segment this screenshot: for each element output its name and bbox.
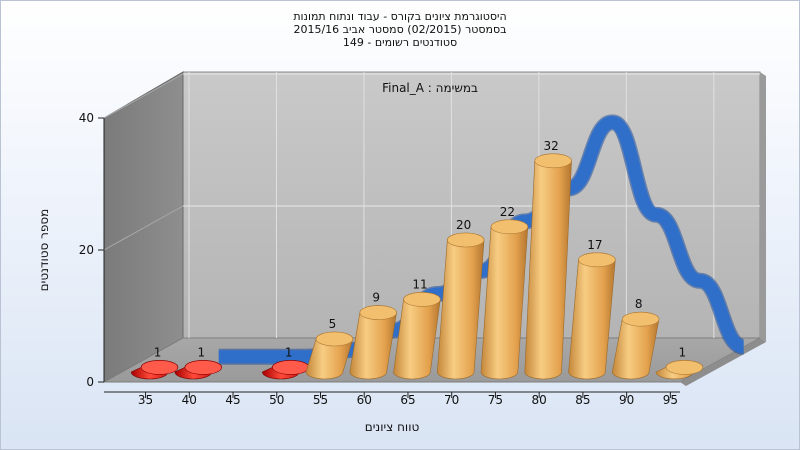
- left-wall: [103, 71, 184, 383]
- x-tick-label: 80: [532, 393, 547, 407]
- x-tick-label: 45: [225, 393, 240, 407]
- data-label-65: 11: [412, 277, 427, 291]
- data-label-60: 9: [372, 291, 380, 305]
- chart-subtitle: בסמסטר (02/2015) סמסטר אביב 2015/16: [293, 23, 507, 36]
- y-tick-label: 0: [86, 375, 94, 389]
- x-tick-label: 90: [619, 393, 634, 407]
- annotation-label: במשימה : Final_A: [382, 81, 478, 95]
- x-tick-label: 60: [357, 393, 372, 407]
- gridline-side: [103, 73, 184, 119]
- data-label-90: 8: [635, 297, 643, 311]
- bar-cap-70: [447, 232, 485, 248]
- y-tick-label: 20: [79, 243, 94, 257]
- chart-titles: היסטוגרמת ציונים בקורס - עבוד ונתוח תמונ…: [0, 10, 800, 49]
- bar-cap-40: [184, 360, 222, 375]
- data-label-80: 32: [544, 139, 559, 153]
- bar-cap-55: [315, 331, 354, 347]
- x-tick-label: 55: [313, 393, 328, 407]
- data-label-50: 1: [285, 345, 293, 359]
- x-tick-label: 95: [663, 393, 678, 407]
- data-label-55: 5: [329, 317, 337, 331]
- bar-cap-75: [490, 219, 529, 235]
- data-label-95: 1: [679, 345, 687, 359]
- bar-cap-85: [578, 252, 616, 268]
- data-label-40: 1: [197, 345, 205, 359]
- floor-edge: [680, 338, 766, 386]
- right-edge: [760, 72, 766, 342]
- data-label-75: 22: [500, 205, 515, 219]
- chart-subtitle-2: סטודנטים רשומים - 149: [342, 36, 458, 49]
- data-label-35: 1: [154, 345, 162, 359]
- x-tick-label: 85: [575, 393, 590, 407]
- bar-cap-50: [272, 360, 310, 375]
- data-label-85: 17: [587, 238, 602, 252]
- bar-cap-65: [403, 292, 441, 307]
- bar-cap-95: [665, 360, 704, 375]
- bar-cap-90: [621, 311, 660, 327]
- x-tick-label: 65: [400, 393, 415, 407]
- bar-cap-80: [534, 153, 572, 169]
- bar-cap-60: [359, 305, 397, 320]
- y-axis-title: מספר סטודנטים: [37, 209, 51, 292]
- x-tick-label: 70: [444, 393, 459, 407]
- x-tick-label: 50: [269, 393, 284, 407]
- y-tick-label: 40: [79, 111, 94, 125]
- chart-title: היסטוגרמת ציונים בקורס - עבוד ונתוח תמונ…: [293, 10, 507, 23]
- x-tick-label: 75: [488, 393, 503, 407]
- data-label-70: 20: [456, 218, 471, 232]
- x-tick-label: 35: [138, 393, 153, 407]
- x-tick-label: 40: [182, 393, 197, 407]
- x-axis-title: טווח ציונים: [365, 420, 420, 434]
- bar-cap-35: [140, 360, 179, 375]
- gridline-side: [103, 205, 184, 251]
